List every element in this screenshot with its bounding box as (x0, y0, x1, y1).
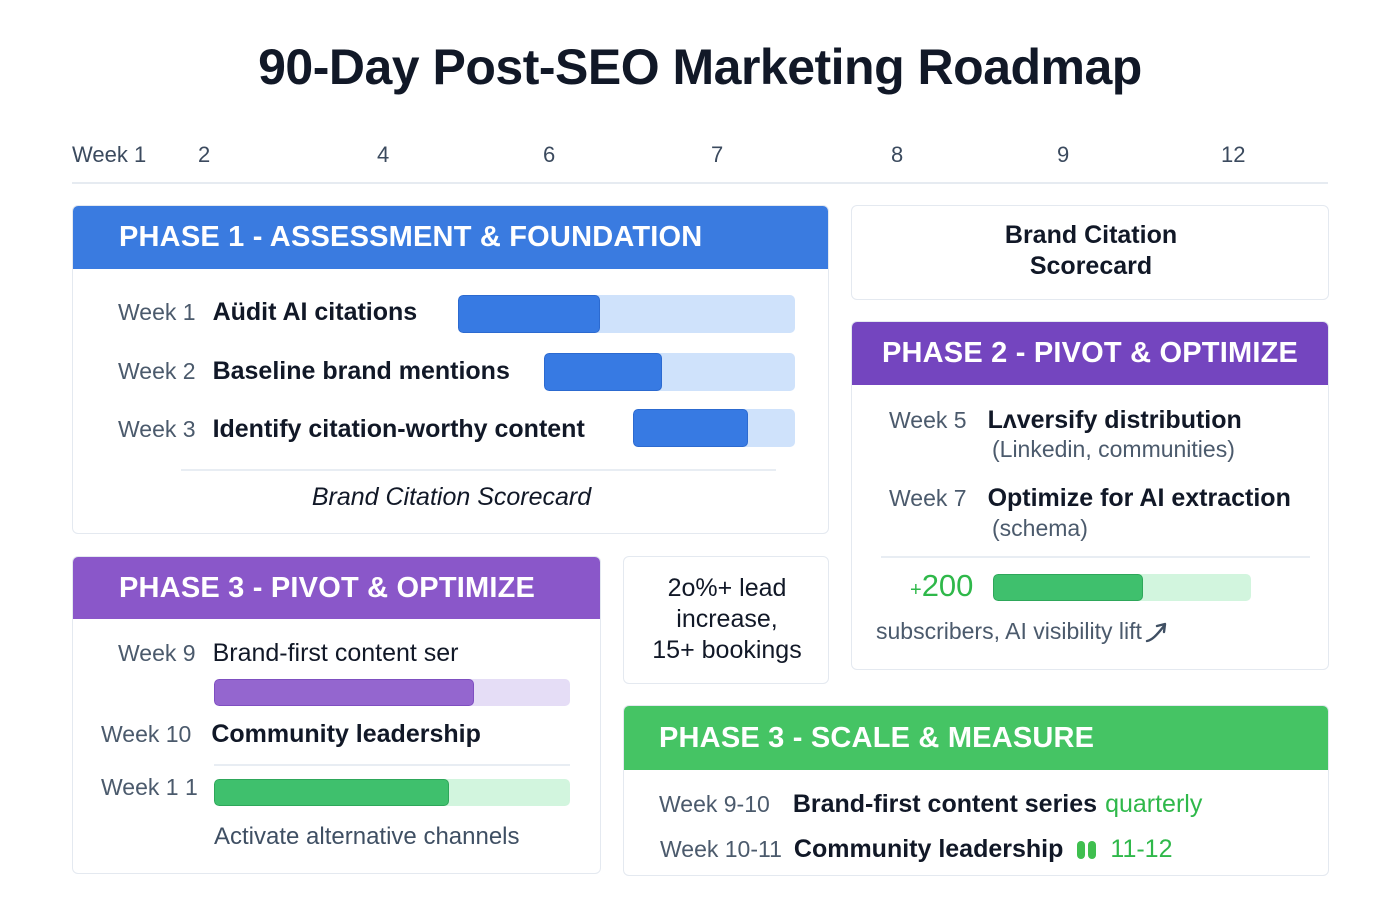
lead-line3: 15+ bookings (652, 636, 802, 664)
scorecard-line2: Scorecard (1029, 252, 1153, 280)
week-label: Week 2 (118, 358, 196, 384)
week-label: Week 5 (889, 407, 967, 433)
progress-fill (993, 574, 1143, 601)
phase2-row-week5: Week 5 Lᴧversify distribution (889, 406, 1242, 435)
progress-fill (633, 409, 749, 447)
phase3-row-week10: Week 10 Community leadership (101, 720, 481, 749)
phase2-metric-caption-row: subscribers, AI visibility lift (876, 618, 1170, 645)
phase3-scale-row-1: Week 9-10 Brand-first content series qua… (659, 790, 1202, 819)
task-tag: quarterly (1105, 790, 1203, 818)
phase3-progress-bar-week11 (214, 779, 570, 806)
week-label: Week 9 (118, 640, 196, 666)
progress-fill (544, 353, 662, 391)
metric-plus: + (910, 579, 922, 601)
phase1-row-week3: Week 3 Identify citation-worthy content (118, 415, 585, 444)
task-label: Aüdit AI citations (212, 298, 418, 326)
task-label: Community leadership (793, 835, 1064, 863)
week-label: Week 1 1 (101, 774, 198, 800)
timeline-tick: 2 (198, 142, 211, 167)
trend-up-arrow-icon (1144, 620, 1170, 644)
task-label: Community leadership (211, 720, 481, 748)
phase3-scale-row-2: Week 10-11 Community leadership 11-12 (660, 835, 1172, 864)
phase3-pivot-header: PHASE 3 - PIVOT & OPTIMIZE (73, 557, 600, 619)
phase2-row-week7: Week 7 Optimize for AI extraction (889, 484, 1291, 513)
timeline-tick: 8 (891, 142, 904, 167)
phase1-card: PHASE 1 - ASSESSMENT & FOUNDATION Week 1… (72, 205, 829, 534)
phase1-header: PHASE 1 - ASSESSMENT & FOUNDATION (73, 206, 828, 269)
phase3-scale-header: PHASE 3 - SCALE & MEASURE (624, 706, 1328, 770)
task-label: Baseline brand mentions (212, 357, 510, 385)
timeline-tick: Week 1 (72, 142, 147, 167)
phase1-progress-bar-week1 (458, 295, 795, 333)
phase3-pivot-card: PHASE 3 - PIVOT & OPTIMIZE Week 9 Brand-… (72, 556, 601, 874)
week-label: Week 9-10 (659, 791, 770, 817)
phase1-progress-bar-week3 (633, 409, 795, 447)
progress-fill (214, 779, 449, 806)
scorecard-card: Brand Citation Scorecard (851, 205, 1329, 300)
double-pill-icon (1077, 840, 1097, 859)
progress-fill (214, 679, 474, 706)
phase3-progress-bar-week9 (214, 679, 570, 706)
phase1-footer: Brand Citation Scorecard (311, 483, 592, 511)
phase1-divider (181, 469, 776, 471)
timeline-tick: 12 (1221, 142, 1246, 167)
task-label: Identify citation-worthy content (212, 415, 585, 443)
phase3-scale-title: PHASE 3 - SCALE & MEASURE (659, 721, 1095, 754)
week-label: Week 7 (889, 485, 967, 511)
progress-fill (458, 295, 600, 333)
task-caption: Activate alternative channels (214, 823, 520, 850)
week-label: Week 1 (118, 299, 196, 325)
metric-caption: subscribers, AI visibility lift (876, 618, 1142, 644)
timeline-axis: Week 1 2 4 6 7 8 9 12 (72, 140, 1328, 184)
phase1-progress-bar-week2 (544, 353, 795, 391)
phase1-row-week1: Week 1 Aüdit AI citations (118, 298, 417, 327)
week-label: Week 10-11 (660, 836, 782, 862)
lead-line2: increase, (676, 605, 778, 633)
week-label: Week 3 (118, 416, 196, 442)
page-title: 90-Day Post-SEO Marketing Roadmap (258, 39, 1142, 95)
lead-metric-card: 2o%+ lead increase, 15+ bookings (623, 556, 829, 684)
task-detail: (Linkedin, communities) (992, 436, 1235, 462)
week-label: Week 10 (101, 721, 192, 747)
scorecard-line1: Brand Citation (1004, 221, 1178, 249)
phase3-pivot-title: PHASE 3 - PIVOT & OPTIMIZE (119, 571, 536, 604)
phase2-divider (881, 556, 1310, 558)
lead-line1: 2o%+ lead (667, 574, 787, 602)
phase3-scale-card: PHASE 3 - SCALE & MEASURE Week 9-10 Bran… (623, 705, 1329, 876)
task-tag: 11-12 (1110, 835, 1173, 863)
timeline-tick: 7 (711, 142, 724, 167)
phase2-header: PHASE 2 - PIVOT & OPTIMIZE (852, 322, 1328, 385)
phase1-row-week2: Week 2 Baseline brand mentions (118, 357, 510, 386)
task-label: Lᴧversify distribution (987, 406, 1242, 434)
phase1-title: PHASE 1 - ASSESSMENT & FOUNDATION (119, 221, 703, 253)
task-label: Optimize for AI extraction (987, 484, 1291, 512)
phase2-card: PHASE 2 - PIVOT & OPTIMIZE Week 5 Lᴧvers… (851, 321, 1329, 670)
task-detail: (schema) (992, 515, 1088, 541)
task-label: Brand-first content ser (212, 639, 459, 667)
timeline-tick: 6 (543, 142, 556, 167)
phase3-divider (214, 764, 570, 766)
timeline-tick: 9 (1057, 142, 1070, 167)
lead-metric-text: 2o%+ lead increase, 15+ bookings (624, 573, 828, 666)
phase3-row-week11: Week 1 1 (101, 774, 198, 801)
timeline-tick: 4 (377, 142, 390, 167)
scorecard-title: Brand Citation Scorecard (852, 220, 1328, 282)
phase2-metric: + 200 (910, 568, 973, 604)
phase2-metric-bar (993, 574, 1251, 601)
phase3-row-week9: Week 9 Brand-first content ser (118, 639, 459, 668)
timeline-divider (72, 182, 1328, 184)
task-label: Brand-first content series (792, 790, 1098, 818)
metric-value: 200 (921, 568, 974, 603)
phase2-title: PHASE 2 - PIVOT & OPTIMIZE (881, 337, 1299, 369)
